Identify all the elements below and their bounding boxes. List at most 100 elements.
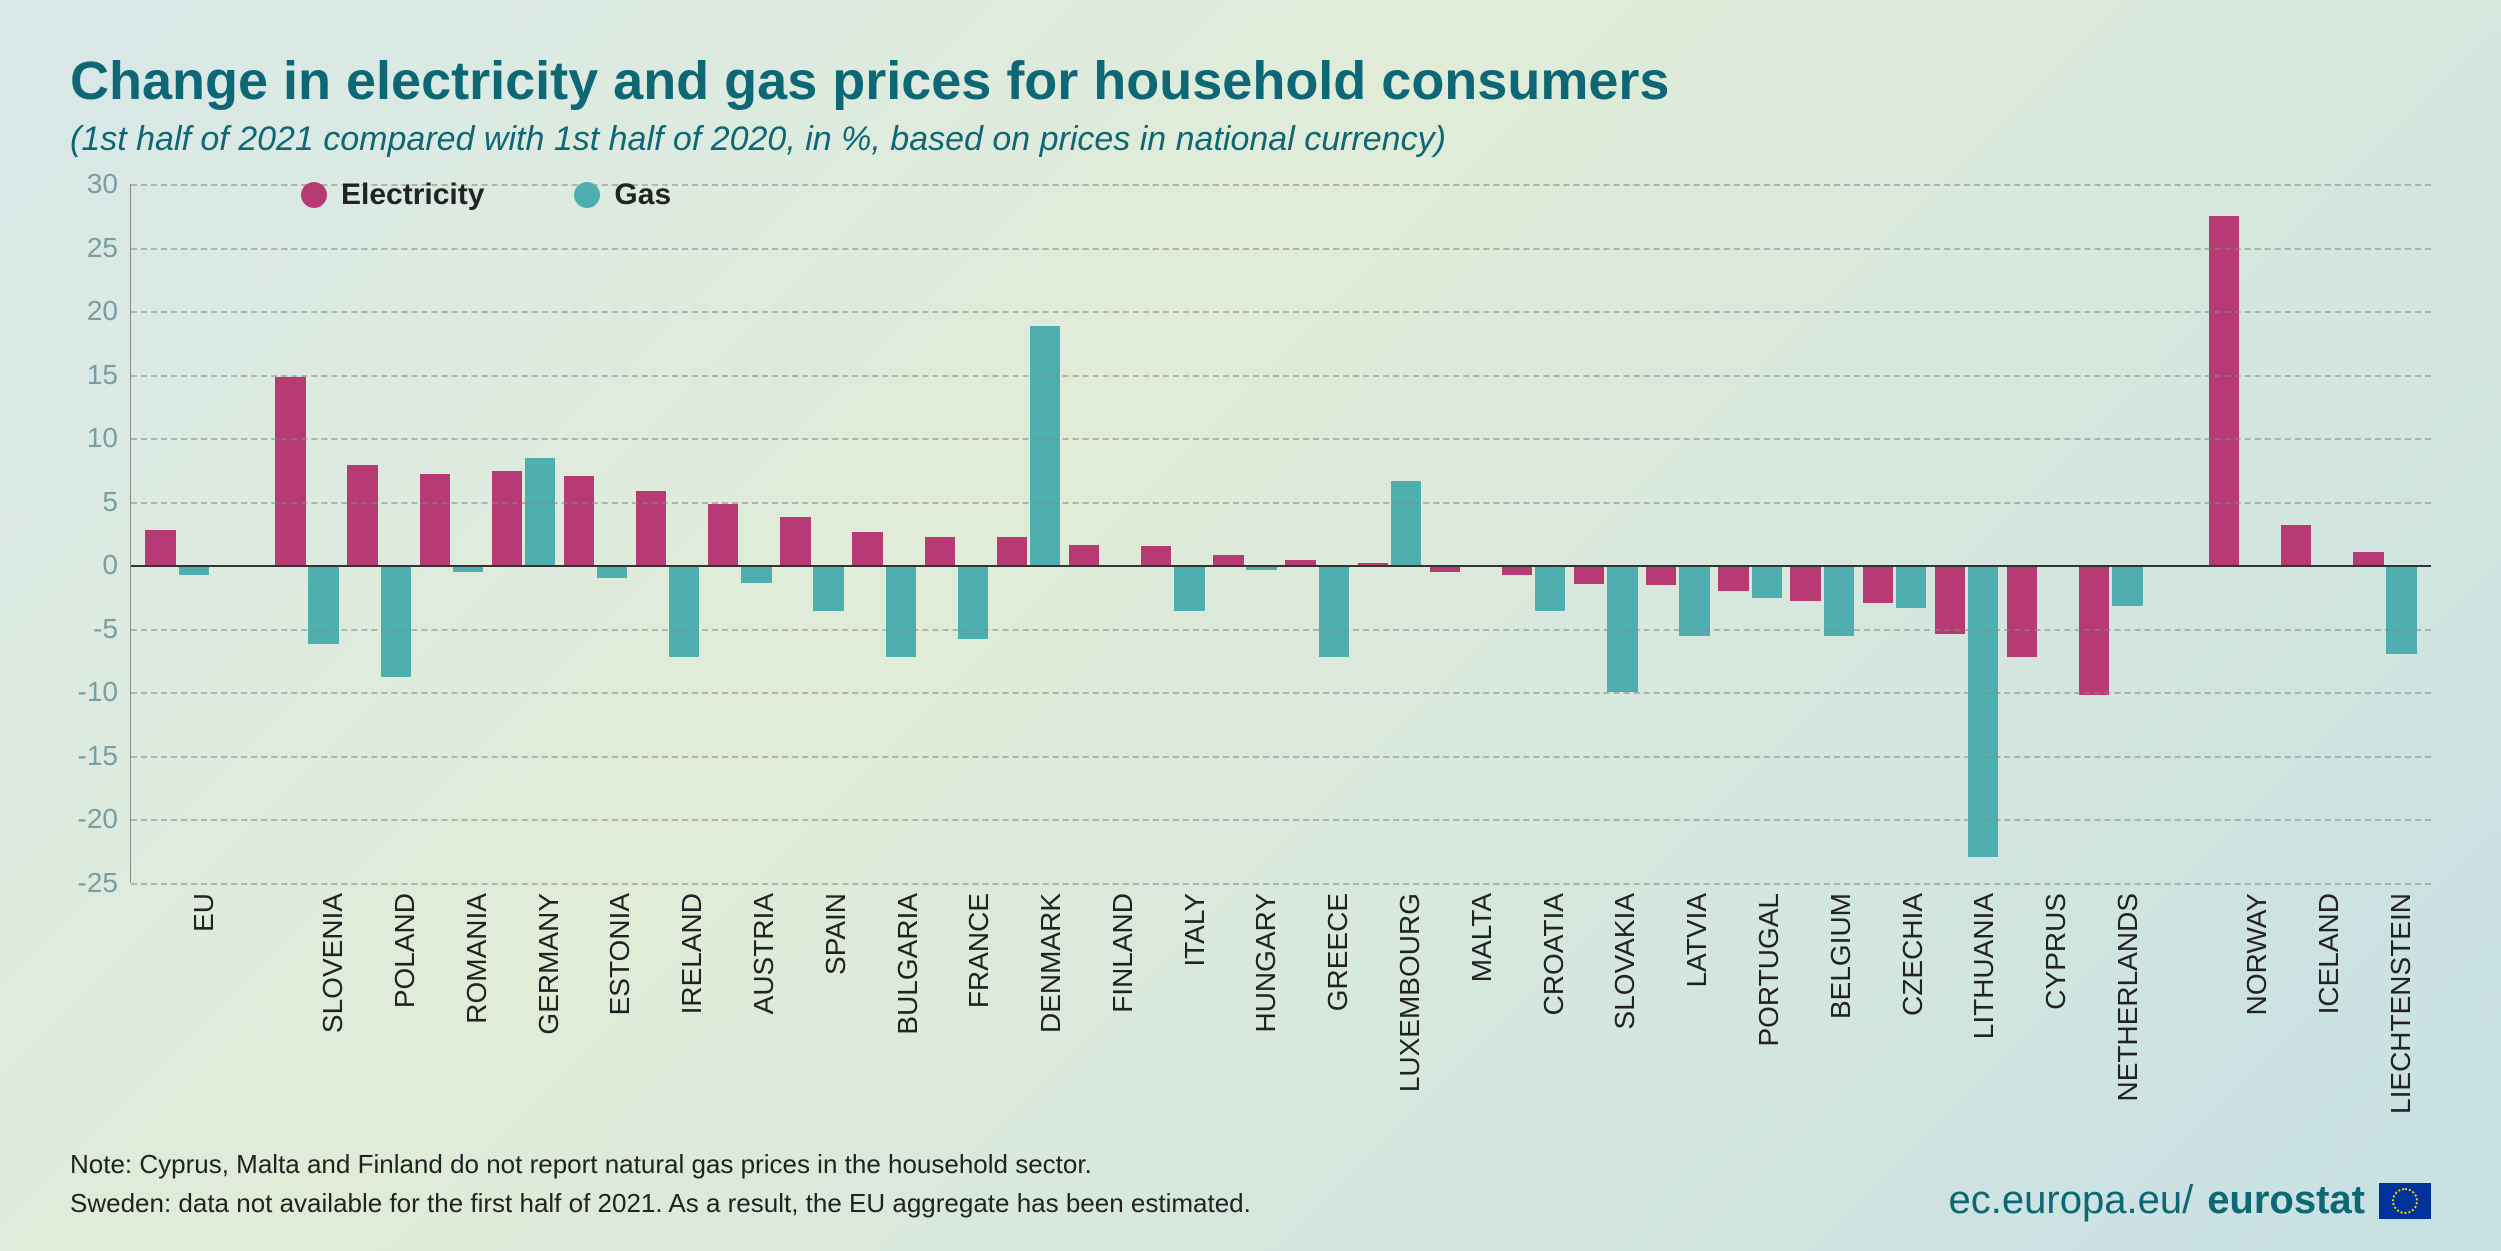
x-tick-label: LATVIA — [1681, 893, 1713, 987]
gridline — [131, 375, 2431, 377]
legend-swatch-electricity — [301, 182, 327, 208]
bar-gas — [1535, 565, 1565, 611]
bar-electricity — [2353, 552, 2383, 565]
legend-label-electricity: Electricity — [341, 178, 484, 212]
bar-gas — [741, 565, 771, 583]
bar-gas — [669, 565, 699, 656]
bar-group — [487, 184, 559, 883]
x-tick-label: GERMANY — [533, 893, 565, 1035]
eu-flag-icon — [2379, 1183, 2431, 1219]
bar-group — [1930, 184, 2002, 883]
bar-group — [271, 184, 343, 883]
bar-group — [1065, 184, 1137, 883]
legend: Electricity Gas — [301, 178, 671, 212]
bar-group — [1786, 184, 1858, 883]
bar-electricity — [1141, 546, 1171, 565]
bar-group — [1137, 184, 1209, 883]
x-tick-label: MALTA — [1466, 893, 1498, 982]
y-tick-label: 20 — [87, 295, 118, 327]
bar-electricity — [925, 537, 955, 565]
x-tick-label: LUXEMBOURG — [1394, 893, 1426, 1092]
gridline — [131, 756, 2431, 758]
bar-electricity — [492, 471, 522, 565]
bar-electricity — [852, 532, 882, 565]
legend-label-gas: Gas — [614, 178, 671, 212]
x-tick-label: ICELAND — [2313, 893, 2345, 1014]
x-tick-label: PORTUGAL — [1753, 893, 1785, 1047]
bar-group — [2349, 184, 2421, 883]
y-tick-label: 30 — [87, 168, 118, 200]
x-tick-label: BULGARIA — [892, 893, 924, 1035]
bar-group — [1570, 184, 1642, 883]
bar-group — [1498, 184, 1570, 883]
bar-gas — [1824, 565, 1854, 636]
y-tick-label: -20 — [78, 803, 118, 835]
legend-swatch-gas — [574, 182, 600, 208]
bar-electricity — [1213, 555, 1243, 565]
bar-electricity — [1863, 565, 1893, 603]
bar-group — [2003, 184, 2075, 883]
x-tick-label: AUSTRIA — [748, 893, 780, 1014]
x-axis-labels-row: EUSLOVENIAPOLANDROMANIAGERMANYESTONIAIRE… — [70, 883, 2431, 1143]
bar-gas — [886, 565, 916, 656]
bar-electricity — [2007, 565, 2037, 656]
bar-gas — [1391, 481, 1421, 565]
legend-item-gas: Gas — [574, 178, 671, 212]
chart-container: Change in electricity and gas prices for… — [0, 0, 2501, 1251]
bar-group — [848, 184, 920, 883]
x-tick-label: NORWAY — [2241, 893, 2273, 1015]
gridline — [131, 438, 2431, 440]
x-tick-label: CROATIA — [1538, 893, 1570, 1015]
chart-title: Change in electricity and gas prices for… — [70, 50, 2431, 112]
bars-area — [131, 184, 2431, 883]
x-tick-label: CYPRUS — [2040, 893, 2072, 1010]
x-tick-label: GREECE — [1322, 893, 1354, 1011]
bar-electricity — [1574, 565, 1604, 584]
gridline — [131, 502, 2431, 504]
bar-electricity — [145, 530, 175, 566]
bar-group — [1281, 184, 1353, 883]
bar-group — [1858, 184, 1930, 883]
bar-electricity — [420, 474, 450, 565]
bar-group — [1642, 184, 1714, 883]
bar-group — [1353, 184, 1425, 883]
y-tick-label: 0 — [102, 549, 118, 581]
y-tick-label: 15 — [87, 359, 118, 391]
bar-gas — [525, 458, 555, 565]
bar-gas — [813, 565, 843, 611]
x-tick-label: HUNGARY — [1250, 893, 1282, 1033]
x-tick-label: DENMARK — [1035, 893, 1067, 1033]
x-tick-label: SLOVAKIA — [1609, 893, 1641, 1029]
x-tick-label: EU — [188, 893, 220, 932]
x-tick-label: ROMANIA — [461, 893, 493, 1024]
bar-electricity — [1935, 565, 1965, 634]
y-tick-label: -5 — [93, 613, 118, 645]
legend-item-electricity: Electricity — [301, 178, 484, 212]
bar-electricity — [1790, 565, 1820, 601]
bar-gas — [2112, 565, 2142, 606]
bar-electricity — [564, 476, 594, 565]
bar-gas — [1896, 565, 1926, 608]
bar-group — [632, 184, 704, 883]
footer-domain: ec.europa.eu/ — [1949, 1178, 2194, 1223]
gridline — [131, 629, 2431, 631]
chart-area: 302520151050-5-10-15-20-25 Electricity G… — [70, 184, 2431, 883]
x-tick-label: FINLAND — [1107, 893, 1139, 1013]
bar-gas — [308, 565, 338, 644]
bar-gas — [2386, 565, 2416, 654]
footer-attribution: ec.europa.eu/eurostat — [1949, 1178, 2431, 1223]
bar-group — [2277, 184, 2349, 883]
bar-group — [343, 184, 415, 883]
bar-electricity — [997, 537, 1027, 565]
x-tick-label: FRANCE — [963, 893, 995, 1008]
bar-gas — [1679, 565, 1709, 636]
gridline — [131, 248, 2431, 250]
y-tick-label: 25 — [87, 232, 118, 264]
bar-gas — [1174, 565, 1204, 611]
x-tick-label: LITHUANIA — [1968, 893, 2000, 1039]
y-tick-label: -10 — [78, 676, 118, 708]
plot-area: Electricity Gas — [130, 184, 2431, 883]
x-tick-label: LIECHTENSTEIN — [2385, 893, 2417, 1114]
x-tick-label: POLAND — [389, 893, 421, 1008]
y-tick-label: 10 — [87, 422, 118, 454]
